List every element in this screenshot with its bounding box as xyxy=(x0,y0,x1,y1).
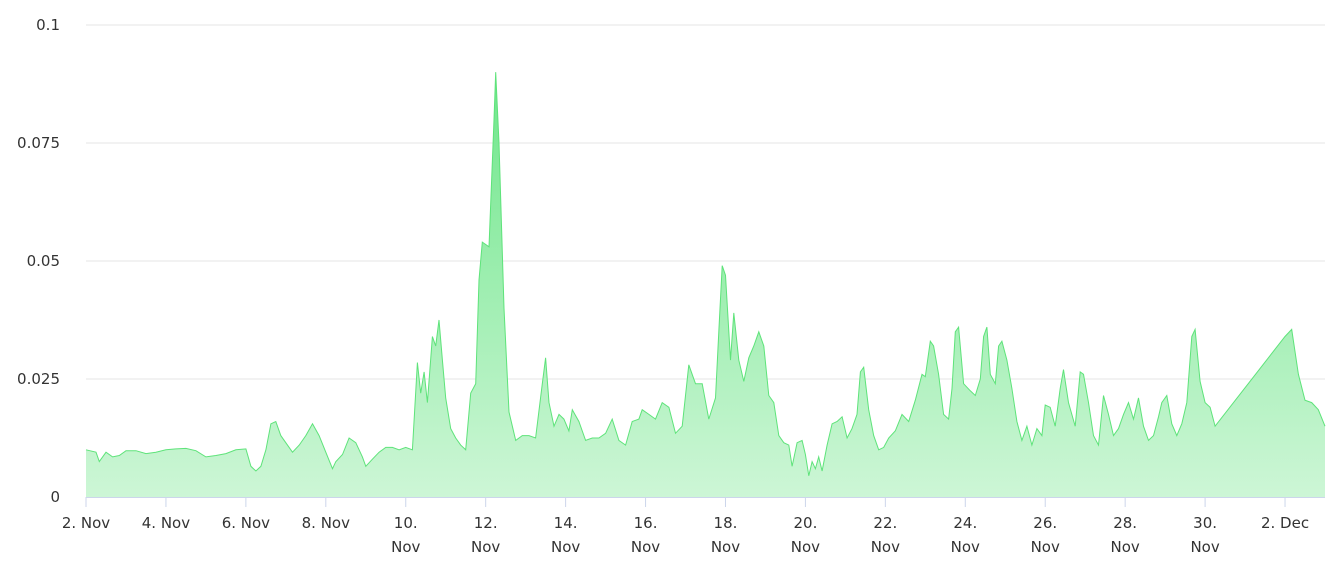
grid-lines xyxy=(86,24,1325,380)
x-tick-label: 28. Nov xyxy=(1111,514,1140,556)
x-tick-label: 2. Dec xyxy=(1261,514,1309,532)
y-tick-label: 0.075 xyxy=(17,134,60,152)
x-tick-label: 18. Nov xyxy=(711,514,740,556)
x-tick-label: 24. Nov xyxy=(951,514,980,556)
x-tick-label: 14. Nov xyxy=(551,514,580,556)
x-tick-label: 30. Nov xyxy=(1190,514,1219,556)
y-axis-labels: 0 0.025 0.05 0.075 0.1 xyxy=(17,16,60,506)
x-tick-label: 4. Nov xyxy=(142,514,190,532)
x-tick-label: 26. Nov xyxy=(1031,514,1060,556)
x-tick-label: 20. Nov xyxy=(791,514,820,556)
x-tick-label: 16. Nov xyxy=(631,514,660,556)
y-tick-label: 0.1 xyxy=(36,16,60,34)
y-tick-label: 0.025 xyxy=(17,370,60,388)
x-tick-label: 22. Nov xyxy=(871,514,900,556)
y-tick-label: 0.05 xyxy=(27,252,60,270)
y-tick-label: 0 xyxy=(50,488,60,506)
x-tick-label: 10. Nov xyxy=(391,514,420,556)
series-area xyxy=(86,72,1325,497)
x-tick-label: 6. Nov xyxy=(222,514,270,532)
series-line xyxy=(85,72,1326,476)
x-tick-label: 8. Nov xyxy=(302,514,350,532)
x-tick-label: 12. Nov xyxy=(471,514,500,556)
x-axis-labels: 2. Nov 4. Nov 6. Nov 8. Nov 10. Nov 12. Nov 14. N… xyxy=(62,497,1309,556)
x-tick-label: 2. Nov xyxy=(62,514,110,532)
